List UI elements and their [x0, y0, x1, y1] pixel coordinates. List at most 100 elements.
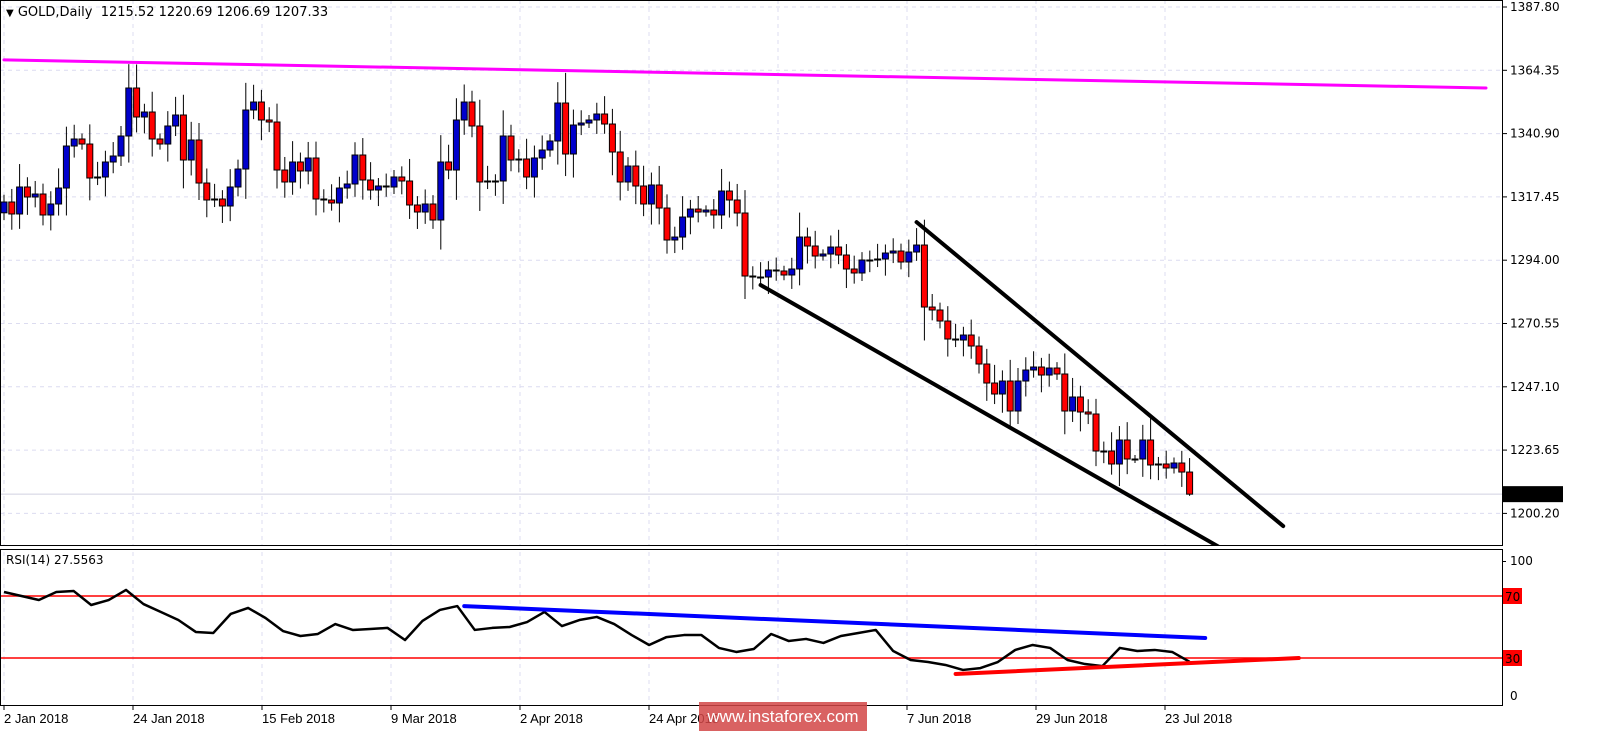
bear-candle: [811, 245, 819, 257]
bear-candle: [983, 363, 991, 384]
bull-candle: [16, 186, 24, 215]
bear-candle: [936, 309, 944, 322]
bear-candle: [601, 113, 609, 125]
bull-candle: [718, 190, 726, 216]
bull-candle: [647, 184, 655, 205]
resistance-trendline: [2, 58, 1488, 90]
watermark: www.instaforex.com: [699, 702, 867, 731]
bull-candle: [671, 236, 679, 241]
bear-candle: [359, 154, 367, 181]
bull-candle: [125, 87, 133, 137]
bear-candle: [1186, 471, 1194, 495]
bear-candle: [86, 143, 94, 179]
bull-candle: [874, 258, 882, 261]
bull-candle: [1139, 439, 1147, 460]
bear-candle: [952, 338, 960, 341]
date-tick-label: 29 Jun 2018: [1036, 711, 1108, 726]
date-tick-label: 24 Jan 2018: [133, 711, 205, 726]
bear-candle: [1061, 373, 1069, 412]
triangle-down-icon[interactable]: ▼: [6, 8, 14, 19]
bull-candle: [390, 176, 398, 188]
bull-candle: [109, 155, 117, 163]
bull-candle: [250, 101, 258, 111]
bear-candle: [281, 169, 289, 183]
bull-candle: [1115, 439, 1123, 465]
bull-candle: [499, 135, 507, 182]
rsi-tick-label: 100: [1510, 554, 1533, 568]
rsi-trendline-low: [953, 656, 1301, 676]
bull-candle: [913, 244, 921, 253]
bear-candle: [39, 193, 47, 216]
bear-candle: [1123, 439, 1131, 460]
bull-candle: [1170, 462, 1178, 469]
bear-candle: [148, 111, 156, 140]
bear-candle: [1162, 463, 1170, 469]
bull-candle: [881, 252, 889, 260]
bull-candle: [1045, 367, 1053, 376]
bear-candle: [156, 138, 164, 145]
bear-candle: [616, 151, 624, 183]
price-tick-label: 1270.55: [1510, 316, 1560, 330]
bear-candle: [663, 207, 671, 241]
bear-candle: [468, 101, 476, 127]
chart-header: ▼ GOLD,Daily 1215.52 1220.69 1206.69 120…: [6, 5, 328, 20]
bull-candle: [569, 124, 577, 155]
bull-candle: [140, 111, 148, 118]
date-tick-label: 9 Mar 2018: [391, 711, 457, 726]
main-panel-frame: [0, 0, 1503, 546]
bull-candle: [234, 168, 242, 188]
bear-candle: [273, 121, 281, 171]
bear-candle: [8, 201, 16, 215]
bull-candle: [343, 183, 351, 189]
bull-candle: [211, 198, 219, 201]
channel-upper-trendline: [914, 220, 1286, 529]
bull-candle: [757, 276, 765, 279]
bear-candle: [835, 246, 843, 256]
bear-candle: [741, 212, 749, 277]
bull-candle: [1014, 380, 1022, 412]
bear-candle: [320, 198, 328, 201]
bull-candle: [866, 259, 874, 262]
channel-lower-trendline: [758, 283, 1223, 550]
bear-candle: [944, 320, 952, 340]
bull-candle: [0, 201, 8, 214]
bear-candle: [1053, 367, 1061, 375]
bear-candle: [928, 306, 936, 311]
rsi-level-box: [1503, 650, 1522, 666]
bull-candle: [101, 161, 109, 178]
bear-candle: [476, 125, 484, 183]
bull-candle: [538, 149, 546, 159]
bear-candle: [842, 254, 850, 270]
bull-candle: [187, 139, 195, 161]
bear-candle: [1006, 380, 1014, 412]
date-tick-label: 23 Jul 2018: [1165, 711, 1232, 726]
bear-candle: [312, 157, 320, 200]
bull-candle: [1069, 396, 1077, 412]
bull-candle: [351, 154, 359, 185]
bear-candle: [445, 161, 453, 171]
bear-candle: [1108, 450, 1116, 465]
bull-candle: [827, 246, 835, 255]
price-tick-label: 1247.10: [1510, 380, 1560, 394]
date-tick-label: 7 Jun 2018: [907, 711, 971, 726]
bull-candle: [94, 176, 102, 179]
date-tick-label: 15 Feb 2018: [262, 711, 335, 726]
bull-candle: [702, 209, 710, 213]
rsi-level-label: 30: [1505, 652, 1520, 666]
bear-candle: [710, 209, 718, 216]
bull-candle: [554, 102, 562, 142]
bear-candle: [1037, 366, 1045, 376]
bear-candle: [803, 236, 811, 247]
bear-candle: [1147, 439, 1155, 466]
bear-candle: [975, 345, 983, 365]
bull-candle: [437, 161, 445, 221]
bear-candle: [1084, 411, 1092, 415]
bull-candle: [421, 203, 429, 213]
symbol-period: GOLD,Daily: [17, 5, 93, 20]
bull-candle: [889, 250, 897, 254]
rsi-line: [3, 588, 1191, 672]
bull-candle: [484, 180, 492, 183]
bull-candle: [788, 268, 796, 276]
bear-candle: [218, 198, 226, 207]
